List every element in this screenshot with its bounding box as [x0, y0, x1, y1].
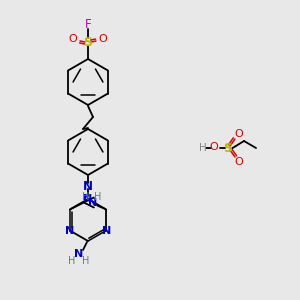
Text: N: N — [88, 199, 97, 208]
Text: N: N — [83, 179, 93, 193]
Text: O: O — [210, 142, 218, 152]
Text: O: O — [235, 129, 243, 139]
Text: H: H — [199, 143, 207, 153]
Text: H: H — [94, 191, 102, 202]
Text: S: S — [224, 142, 232, 154]
Text: O: O — [235, 157, 243, 167]
Text: F: F — [85, 19, 91, 32]
Text: O: O — [69, 34, 77, 44]
Text: H: H — [82, 256, 90, 266]
Text: H: H — [82, 193, 90, 202]
Text: N: N — [83, 194, 93, 204]
Text: N: N — [65, 226, 74, 236]
Text: N: N — [74, 249, 84, 259]
Text: O: O — [99, 34, 107, 44]
Text: N: N — [102, 226, 111, 236]
Text: S: S — [83, 35, 92, 49]
Text: H: H — [68, 256, 76, 266]
